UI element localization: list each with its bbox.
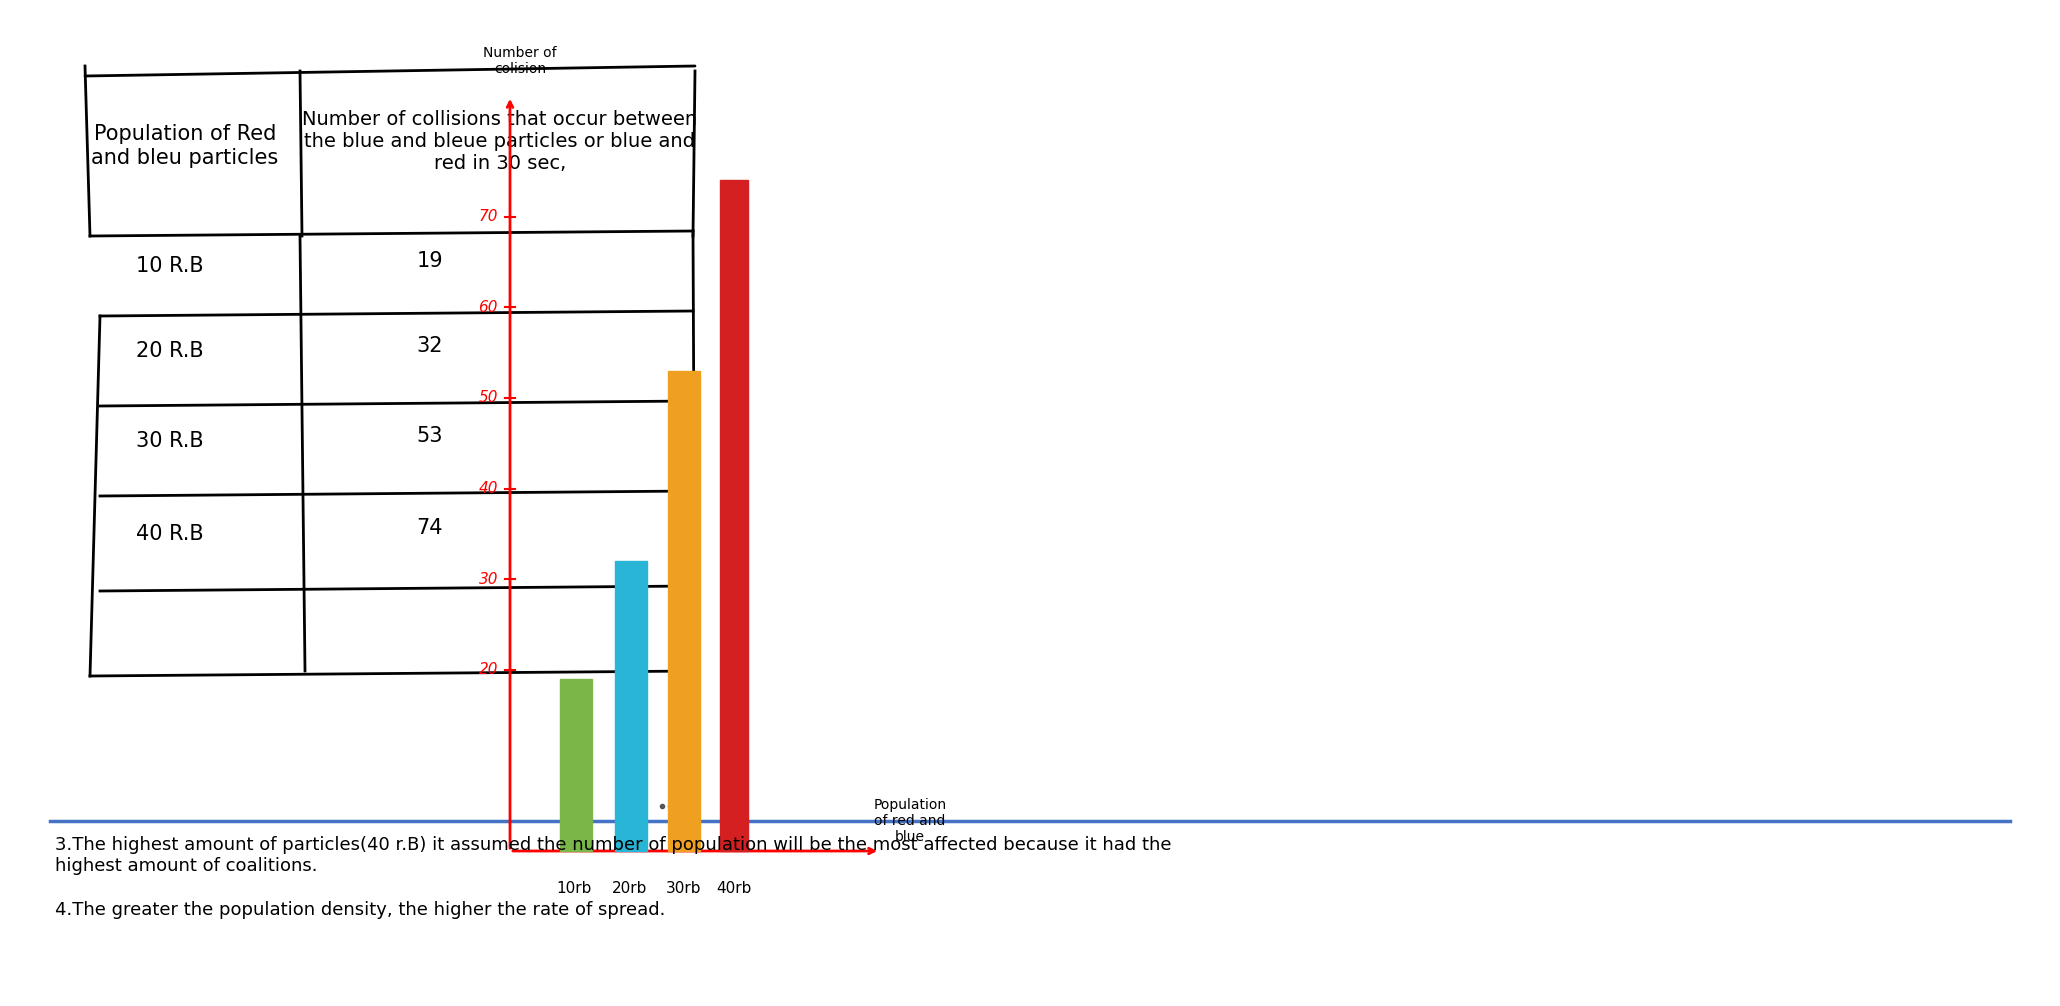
Text: Number of
colision: Number of colision (484, 46, 556, 76)
Text: 50: 50 (478, 390, 499, 405)
Text: 40 R.B: 40 R.B (136, 523, 204, 543)
Text: 30: 30 (478, 571, 499, 586)
Text: 20rb: 20rb (612, 881, 647, 896)
Text: 70: 70 (478, 209, 499, 224)
Text: 74: 74 (416, 518, 443, 538)
Text: Population of Red
and bleu particles: Population of Red and bleu particles (91, 125, 278, 168)
Bar (560, 679, 591, 851)
Text: Number of collisions that occur between
the blue and bleue particles or blue and: Number of collisions that occur between … (303, 110, 698, 172)
Text: 60: 60 (478, 300, 499, 315)
Text: 10 R.B: 10 R.B (136, 256, 204, 276)
Text: 30rb: 30rb (665, 881, 702, 896)
Bar (667, 370, 700, 851)
Text: 10rb: 10rb (556, 881, 591, 896)
Bar (616, 561, 647, 851)
Text: Population
of red and
blue: Population of red and blue (873, 798, 946, 844)
Text: 53: 53 (416, 426, 443, 446)
Bar (721, 180, 748, 851)
Text: 20: 20 (478, 662, 499, 677)
Text: 4.The greater the population density, the higher the rate of spread.: 4.The greater the population density, th… (56, 901, 665, 919)
Text: 3.The highest amount of particles(40 r.B) it assumed the number of population wi: 3.The highest amount of particles(40 r.B… (56, 836, 1172, 875)
Text: 20 R.B: 20 R.B (136, 341, 204, 361)
Text: 32: 32 (416, 336, 443, 356)
Text: 30 R.B: 30 R.B (136, 431, 204, 451)
Text: 40rb: 40rb (717, 881, 752, 896)
Text: 40: 40 (478, 481, 499, 496)
Text: 19: 19 (416, 252, 443, 271)
